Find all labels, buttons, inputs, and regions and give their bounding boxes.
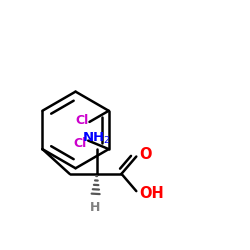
Text: OH: OH xyxy=(139,186,164,200)
Text: Cl: Cl xyxy=(74,136,87,149)
Text: O: O xyxy=(139,147,152,162)
Text: H: H xyxy=(90,200,101,213)
Text: Cl: Cl xyxy=(75,114,88,127)
Text: NH$_2$: NH$_2$ xyxy=(82,131,111,146)
